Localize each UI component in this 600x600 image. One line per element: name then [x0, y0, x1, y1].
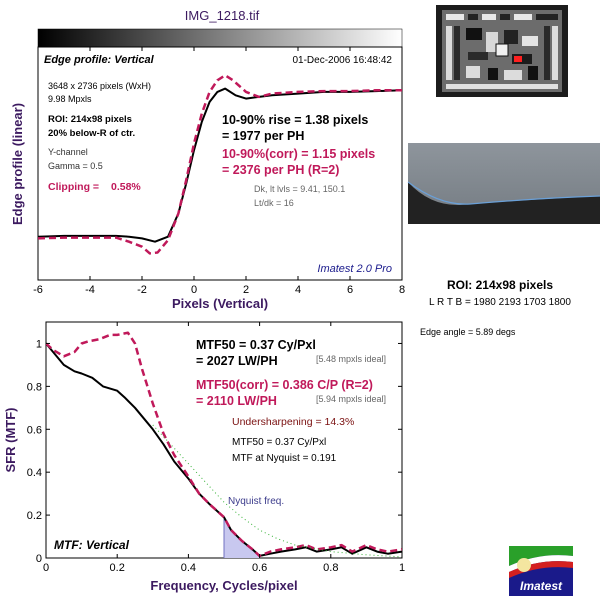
mtf50-small: MTF50 = 0.37 Cy/Pxl [232, 437, 326, 448]
ideal-1: [5.48 mpxls ideal] [316, 354, 386, 364]
x-tick-label: 0.6 [252, 562, 267, 574]
roi-coords: L R T B = 1980 2193 1703 1800 [429, 297, 571, 308]
corr-rise-line-1: 10-90%(corr) = 1.15 pixels [222, 147, 375, 161]
roi-location: 20% below-R of ctr. [48, 128, 135, 139]
nyquist-label: Nyquist freq. [228, 496, 284, 507]
light-dark-ratio: Lt/dk = 16 [254, 198, 294, 208]
x-tick-label: -2 [137, 284, 147, 296]
edge-profile-plot [38, 74, 402, 255]
megapixels: 9.98 Mpxls [48, 94, 92, 104]
mtf50-corr-line-1: MTF50(corr) = 0.386 C/P (R=2) [196, 378, 373, 392]
dark-light-levels: Dk, lt lvls = 9.41, 150.1 [254, 184, 345, 194]
edge-profile-xlabel: Pixels (Vertical) [172, 296, 268, 311]
gradient-strip [37, 28, 403, 48]
corr-rise-line-2: = 2376 per PH (R=2) [222, 163, 339, 177]
x-tick-label: 4 [295, 284, 301, 296]
rise-line-2: = 1977 per PH [222, 129, 304, 143]
x-tick-label: 0.2 [110, 562, 125, 574]
edge-profile-header: Edge profile: Vertical [44, 54, 155, 66]
nyquist-region [223, 517, 260, 558]
edge-profile-x-ticks: -6 -4 -2 0 2 4 6 8 [33, 47, 405, 296]
mtf50-corr-line-2: = 2110 LW/PH [196, 394, 277, 408]
mtf-header: MTF: Vertical [54, 538, 130, 552]
x-tick-label: 8 [399, 284, 405, 296]
image-size: 3648 x 2736 pixels (WxH) [48, 81, 151, 91]
channel-info: Y-channel [48, 147, 88, 157]
ideal-2: [5.94 mpxls ideal] [316, 394, 386, 404]
brand-label: Imatest 2.0 Pro [317, 263, 392, 275]
mtf-plot [46, 331, 402, 558]
roi-crop-image [407, 143, 600, 224]
x-tick-label: 0 [43, 562, 49, 574]
roi-info: ROI: 214x98 pixels [48, 114, 132, 125]
undersharpening: Undersharpening = 14.3% [232, 416, 354, 428]
y-tick-label: 1 [36, 338, 42, 350]
rise-line-1: 10-90% rise = 1.38 pixels [222, 113, 368, 127]
roi-caption: ROI: 214x98 pixels [447, 278, 553, 292]
window-title: IMG_1218.tif [185, 8, 260, 23]
y-tick-label: 0.8 [27, 381, 42, 393]
mtf-corrected-line [46, 331, 402, 558]
nyquist-shade [224, 517, 260, 558]
x-tick-label: 0.4 [181, 562, 196, 574]
gamma-info: Gamma = 0.5 [48, 161, 103, 171]
edge-profile-timestamp: 01-Dec-2006 16:48:42 [292, 55, 392, 66]
imatest-logo: Imatest [509, 546, 573, 596]
x-tick-label: 1 [399, 562, 405, 574]
mtf-measured-line [46, 342, 402, 557]
x-tick-label: -4 [85, 284, 95, 296]
x-tick-label: 0.8 [323, 562, 338, 574]
mtf-ylabel: SFR (MTF) [3, 408, 18, 473]
edge-profile-ylabel: Edge profile (linear) [10, 103, 25, 225]
edge-profile-axes [37, 46, 403, 281]
x-tick-label: 2 [243, 284, 249, 296]
y-tick-label: 0.2 [27, 510, 42, 522]
x-tick-label: 0 [191, 284, 197, 296]
clipping-label: Clipping = [48, 181, 99, 193]
x-tick-label: 6 [347, 284, 353, 296]
clipping-value: 0.58% [111, 181, 141, 193]
test-chart-thumbnail [436, 5, 568, 97]
mtf-ideal-line [152, 424, 402, 558]
edge-angle: Edge angle = 5.89 degs [420, 327, 516, 337]
y-tick-label: 0 [36, 553, 42, 565]
y-tick-label: 0.4 [27, 467, 42, 479]
logo-text: Imatest [520, 579, 563, 593]
edge-measured-line [38, 87, 402, 243]
mtf-xlabel: Frequency, Cycles/pixel [150, 578, 297, 593]
mtf50-line-2: = 2027 LW/PH [196, 354, 278, 368]
edge-corrected-line [38, 74, 402, 255]
mtf-ticks: 0 0.2 0.4 0.6 0.8 1 0 0.2 0.4 0.6 0.8 1 [27, 322, 405, 574]
y-tick-label: 0.6 [27, 424, 42, 436]
mtf-at-nyquist: MTF at Nyquist = 0.191 [232, 453, 337, 464]
x-tick-label: -6 [33, 284, 43, 296]
mtf50-line-1: MTF50 = 0.37 Cy/Pxl [196, 338, 316, 352]
